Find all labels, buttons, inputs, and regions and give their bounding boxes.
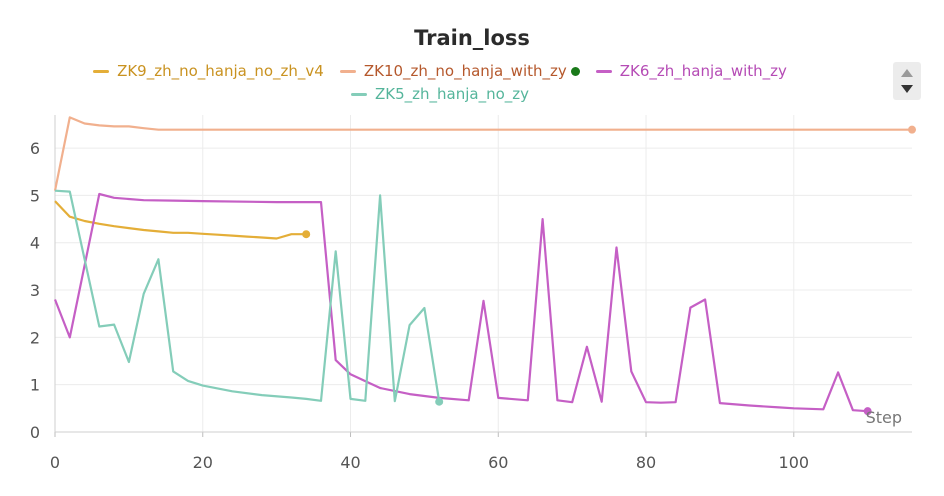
series-end-point-1 bbox=[908, 125, 916, 134]
active-run-dot-icon bbox=[570, 66, 580, 76]
x-tick-label: 0 bbox=[50, 453, 60, 472]
y-tick-label: 0 bbox=[30, 423, 40, 442]
legend-label: ZK6_zh_hanja_with_zy bbox=[619, 62, 787, 80]
x-tick-label: 60 bbox=[488, 453, 508, 472]
legend-swatch bbox=[339, 69, 356, 73]
series-line-0 bbox=[54, 200, 307, 240]
legend-item[interactable]: ZK9_zh_no_hanja_no_zh_v4 bbox=[93, 62, 324, 80]
grid bbox=[54, 115, 912, 437]
x-tick-label: 80 bbox=[636, 453, 656, 472]
series-line-3 bbox=[54, 189, 441, 403]
x-tick-label: 40 bbox=[340, 453, 360, 472]
legend-row: ZK5_zh_hanja_no_zy bbox=[0, 85, 880, 103]
legend-swatch bbox=[350, 92, 367, 96]
legend-label: ZK10_zh_no_hanja_with_zy bbox=[363, 62, 567, 80]
legend-swatch bbox=[93, 69, 110, 73]
y-tick-label: 4 bbox=[30, 234, 40, 253]
legend-item[interactable]: ZK6_zh_hanja_with_zy bbox=[595, 62, 787, 80]
triangle-up-icon[interactable] bbox=[901, 69, 913, 77]
series-end-point-0 bbox=[302, 230, 311, 239]
axes bbox=[54, 115, 912, 433]
y-tick-label: 2 bbox=[30, 328, 40, 347]
series-end-point-2 bbox=[863, 407, 872, 416]
y-tick-label: 5 bbox=[30, 186, 40, 205]
legend-item[interactable]: ZK10_zh_no_hanja_with_zy bbox=[339, 62, 580, 80]
series-line-2 bbox=[53, 192, 868, 413]
legend-label: ZK5_zh_hanja_no_zy bbox=[374, 85, 530, 103]
x-tick-label: 20 bbox=[193, 453, 213, 472]
y-tick-label: 1 bbox=[30, 376, 40, 395]
series-end-point-3 bbox=[435, 397, 444, 406]
legend-swatch bbox=[595, 69, 612, 73]
legend-row: ZK9_zh_no_hanja_no_zh_v4 ZK10_zh_no_hanj… bbox=[0, 62, 880, 80]
chart-title: Train_loss bbox=[414, 26, 530, 50]
legend-scroll-control bbox=[893, 62, 921, 100]
y-tick-label: 6 bbox=[30, 139, 40, 158]
x-tick-label: 100 bbox=[779, 453, 810, 472]
triangle-down-icon[interactable] bbox=[901, 85, 913, 93]
legend-label: ZK9_zh_no_hanja_no_zh_v4 bbox=[117, 62, 324, 80]
x-axis-label: Step bbox=[866, 408, 902, 427]
y-tick-label: 3 bbox=[30, 281, 40, 300]
series-line-1 bbox=[53, 116, 912, 191]
series bbox=[53, 116, 916, 416]
legend-item[interactable]: ZK5_zh_hanja_no_zy bbox=[350, 85, 530, 103]
